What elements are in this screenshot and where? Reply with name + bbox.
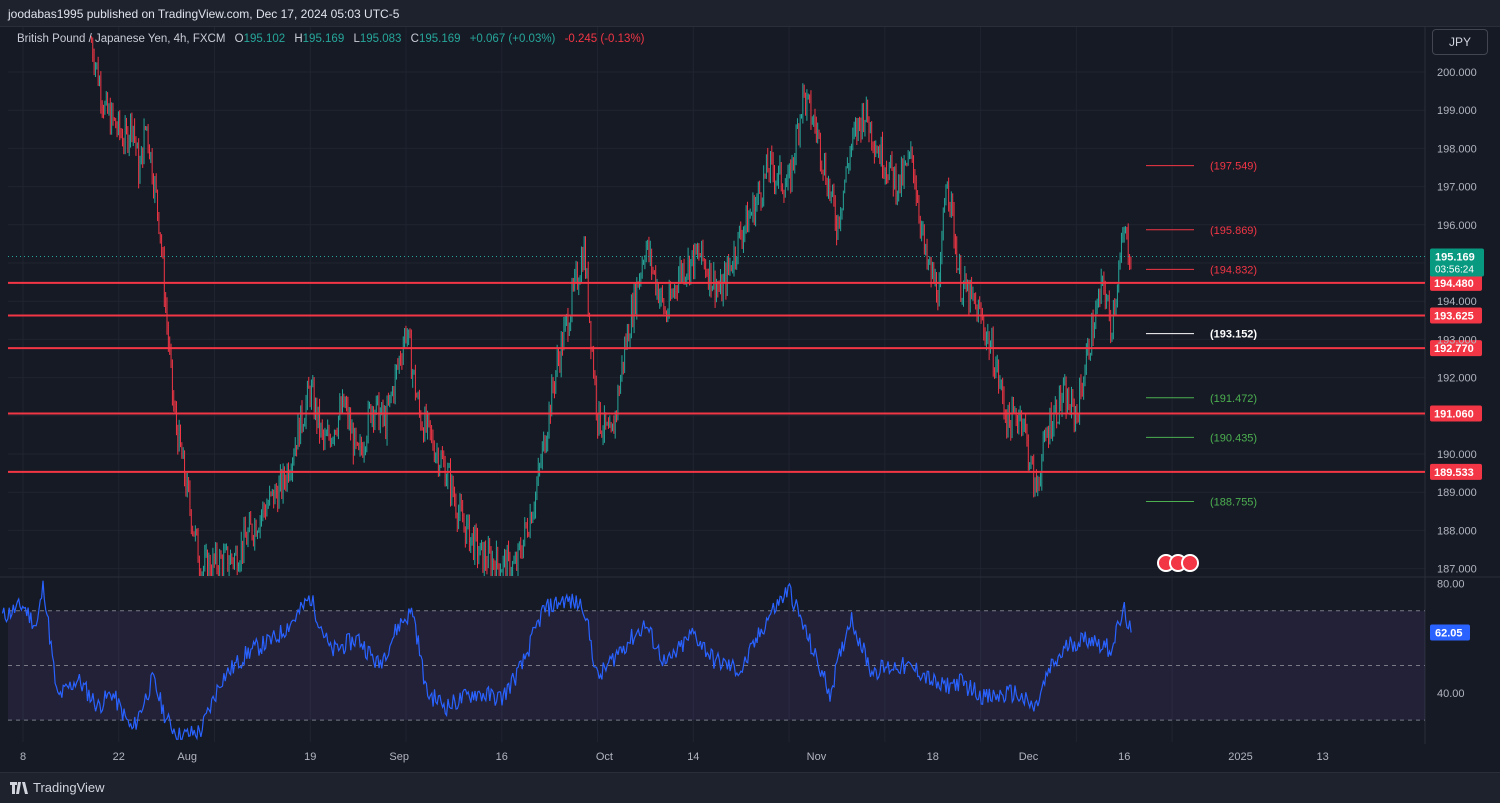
rsi-value-label: 62.05: [1435, 628, 1463, 640]
price-chart[interactable]: 194.480 193.625 192.770 191.060 189.533 (197.…: [0, 0, 1500, 772]
level-label-1: 193.625: [1434, 311, 1474, 323]
close-label: C: [410, 33, 419, 45]
level-label-0: 194.480: [1434, 278, 1474, 290]
target-label-6: (188.755): [1210, 497, 1257, 509]
y-tick-10: 188.000: [1437, 525, 1477, 537]
x-tick-13: 13: [1316, 751, 1328, 763]
level-tag-3: [1430, 405, 1482, 422]
level-label-2: 192.770: [1434, 343, 1474, 355]
target-label-4: (191.472): [1210, 393, 1257, 405]
currency-button[interactable]: JPY: [1432, 29, 1488, 55]
level-label-3: 191.060: [1434, 409, 1474, 421]
level-tag-1: [1430, 307, 1482, 324]
x-tick-5: 16: [496, 751, 508, 763]
rsi-value-tag: [1430, 624, 1470, 641]
y-tick-7: 192.000: [1437, 373, 1477, 385]
y-tick-5: 194.000: [1437, 296, 1477, 308]
close-value: 195.169: [418, 33, 461, 45]
y-tick-1: 199.000: [1437, 105, 1477, 117]
footer: TradingView: [0, 772, 1500, 803]
rsi-line: [1, 580, 1132, 741]
rsi-tick-1: 40.00: [1437, 688, 1465, 700]
symbol-legend: British Pound / Japanese Yen, 4h, FXCM O…: [17, 33, 645, 45]
x-tick-9: 18: [927, 751, 939, 763]
x-tick-11: 16: [1118, 751, 1130, 763]
x-tick-7: 14: [687, 751, 699, 763]
target-label-5: (190.435): [1210, 432, 1257, 444]
y-tick-11: 187.000: [1437, 564, 1477, 576]
level-tag-0: [1430, 274, 1482, 291]
rsi-band-fill: [8, 610, 1425, 721]
last-price-label: 195.169: [1435, 252, 1475, 264]
brand-name: TradingView: [33, 780, 105, 795]
countdown-label: 03:56:24: [1435, 265, 1474, 276]
tradingview-brand[interactable]: TradingView: [10, 780, 105, 795]
x-tick-2: Aug: [177, 751, 197, 763]
top-bar: joodabas1995 published on TradingView.co…: [0, 0, 1500, 27]
target-label-3: (193.152): [1210, 329, 1257, 341]
level-label-4: 189.533: [1434, 467, 1474, 479]
low-label: L: [353, 33, 360, 45]
y-tick-6: 193.000: [1437, 334, 1477, 346]
bar-change: +0.067 (+0.03%): [469, 33, 556, 45]
open-value: 195.102: [243, 33, 286, 45]
level-tag-2: [1430, 340, 1482, 357]
x-tick-4: Sep: [389, 751, 409, 763]
low-value: 195.083: [359, 33, 402, 45]
high-label: H: [294, 33, 303, 45]
candles: [90, 36, 1132, 576]
publisher-info: joodabas1995 published on TradingView.co…: [8, 7, 400, 21]
y-tick-8: 190.000: [1437, 449, 1477, 461]
x-tick-8: Nov: [807, 751, 827, 763]
x-tick-6: Oct: [596, 751, 613, 763]
y-tick-9: 189.000: [1437, 487, 1477, 499]
x-tick-10: Dec: [1019, 751, 1039, 763]
symbol-name: British Pound / Japanese Yen, 4h, FXCM: [17, 33, 226, 45]
last-price-tag: [1430, 248, 1484, 277]
rsi-tick-0: 80.00: [1437, 578, 1465, 590]
x-tick-0: 8: [20, 751, 26, 763]
x-tick-1: 22: [113, 751, 125, 763]
tradingview-logo-icon: [10, 781, 28, 794]
x-tick-12: 2025: [1228, 751, 1252, 763]
level-tag-4: [1430, 463, 1482, 480]
day-change: -0.245 (-0.13%): [564, 33, 645, 45]
high-value: 195.169: [302, 33, 345, 45]
x-tick-3: 19: [304, 751, 316, 763]
y-tick-3: 197.000: [1437, 182, 1477, 194]
target-label-0: (197.549): [1210, 161, 1257, 173]
open-label: O: [234, 33, 244, 45]
y-tick-4: 196.000: [1437, 220, 1477, 232]
target-label-1: (195.869): [1210, 225, 1257, 237]
y-tick-2: 198.000: [1437, 143, 1477, 155]
target-label-2: (194.832): [1210, 264, 1257, 276]
replay-marker-icon-2: [1181, 554, 1199, 572]
y-tick-0: 200.000: [1437, 67, 1477, 79]
